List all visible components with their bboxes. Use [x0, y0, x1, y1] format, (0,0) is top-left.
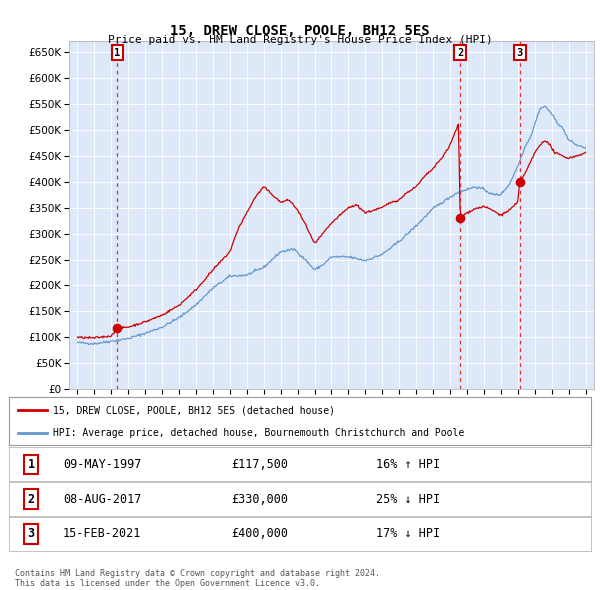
Text: £117,500: £117,500	[231, 458, 288, 471]
Text: 2: 2	[28, 493, 35, 506]
Text: 15, DREW CLOSE, POOLE, BH12 5ES (detached house): 15, DREW CLOSE, POOLE, BH12 5ES (detache…	[53, 405, 335, 415]
Point	[113, 324, 122, 333]
Text: 25% ↓ HPI: 25% ↓ HPI	[376, 493, 440, 506]
Text: 09-MAY-1997: 09-MAY-1997	[63, 458, 142, 471]
Text: 1: 1	[28, 458, 35, 471]
Text: £330,000: £330,000	[231, 493, 288, 506]
Text: 08-AUG-2017: 08-AUG-2017	[63, 493, 142, 506]
Text: £400,000: £400,000	[231, 527, 288, 540]
Text: 3: 3	[28, 527, 35, 540]
Text: 16% ↑ HPI: 16% ↑ HPI	[376, 458, 440, 471]
Text: 2: 2	[457, 48, 463, 58]
Text: 15-FEB-2021: 15-FEB-2021	[63, 527, 142, 540]
Text: 15, DREW CLOSE, POOLE, BH12 5ES: 15, DREW CLOSE, POOLE, BH12 5ES	[170, 24, 430, 38]
Text: 3: 3	[517, 48, 523, 58]
Text: Contains HM Land Registry data © Crown copyright and database right 2024.
This d: Contains HM Land Registry data © Crown c…	[15, 569, 380, 588]
Point	[455, 213, 465, 222]
Text: 1: 1	[115, 48, 121, 58]
Point	[515, 177, 524, 186]
Text: 17% ↓ HPI: 17% ↓ HPI	[376, 527, 440, 540]
Text: HPI: Average price, detached house, Bournemouth Christchurch and Poole: HPI: Average price, detached house, Bour…	[53, 428, 464, 438]
Text: Price paid vs. HM Land Registry's House Price Index (HPI): Price paid vs. HM Land Registry's House …	[107, 35, 493, 45]
